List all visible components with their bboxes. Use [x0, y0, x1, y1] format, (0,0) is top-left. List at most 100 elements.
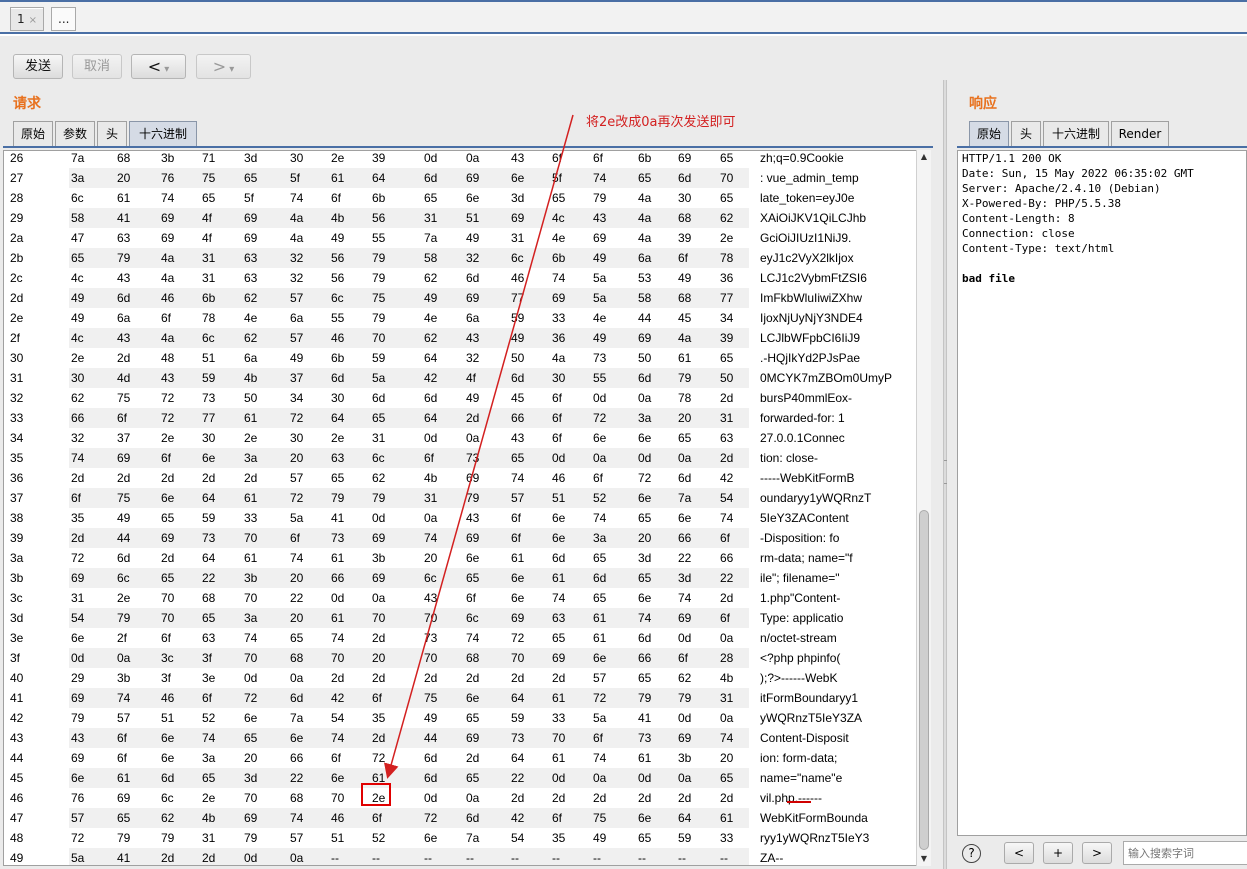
hex-byte[interactable]: 66 — [678, 531, 692, 545]
hex-byte[interactable]: 49 — [593, 251, 607, 265]
hex-byte[interactable]: 0d — [678, 711, 692, 725]
hex-byte[interactable]: 66 — [331, 571, 345, 585]
hex-byte[interactable]: 5a — [290, 511, 304, 525]
hex-byte[interactable]: 72 — [593, 411, 607, 425]
hex-byte[interactable]: 69 — [678, 611, 692, 625]
hex-byte[interactable]: 20 — [372, 651, 386, 665]
hex-byte[interactable]: 79 — [593, 191, 607, 205]
hex-byte[interactable]: 6e — [244, 711, 258, 725]
hex-byte[interactable]: 64 — [511, 691, 525, 705]
hex-byte[interactable]: 68 — [202, 591, 216, 605]
hex-byte[interactable]: 6c — [117, 571, 130, 585]
hex-byte[interactable]: 6e — [161, 491, 175, 505]
hex-byte[interactable]: 61 — [720, 811, 734, 825]
hex-byte[interactable]: 30 — [290, 151, 304, 165]
hex-byte[interactable]: 7a — [678, 491, 692, 505]
hex-byte[interactable]: 74 — [71, 451, 85, 465]
hex-byte[interactable]: 6f — [593, 151, 604, 165]
hex-byte[interactable]: 3a — [202, 751, 216, 765]
hex-byte[interactable]: 0a — [720, 711, 734, 725]
hex-row[interactable]: 30 2e 2d 48 51 6a 49 6b 59 64 32 50 4a 73 50 61 65 .-HQjI… — [4, 348, 914, 368]
hex-byte[interactable]: 6e — [638, 811, 652, 825]
hex-byte[interactable]: 65 — [638, 571, 652, 585]
hex-byte[interactable]: 2d — [161, 551, 175, 565]
hex-byte[interactable]: 74 — [466, 631, 480, 645]
hex-byte[interactable]: 0d — [71, 651, 85, 665]
hex-byte[interactable]: 49 — [593, 831, 607, 845]
tab-1[interactable]: 1 × — [10, 7, 45, 31]
hex-byte[interactable]: -- — [372, 851, 380, 865]
hex-byte[interactable]: 65 — [244, 731, 258, 745]
hex-byte[interactable]: 76 — [71, 791, 85, 805]
hex-byte[interactable]: 73 — [202, 391, 216, 405]
hex-row[interactable]: 46 76 69 6c 2e 70 68 70 2e 0d 0a 2d 2d 2d 2d 2d 2d vil.ph… — [4, 788, 914, 808]
hex-byte[interactable]: 49 — [71, 291, 85, 305]
hex-byte[interactable]: 70 — [244, 591, 258, 605]
hex-byte[interactable]: 6e — [161, 731, 175, 745]
hex-byte[interactable]: 28 — [720, 651, 734, 665]
hex-byte[interactable]: 6d — [466, 811, 480, 825]
hex-byte[interactable]: 3b — [678, 751, 692, 765]
hex-byte[interactable]: 6d — [424, 771, 438, 785]
hex-byte[interactable]: 69 — [161, 211, 175, 225]
hex-byte[interactable]: 2d — [71, 531, 85, 545]
hex-byte[interactable]: 70 — [372, 611, 386, 625]
hex-byte[interactable]: 3a — [638, 411, 652, 425]
hex-byte[interactable]: 6d — [117, 551, 131, 565]
hex-byte[interactable]: 54 — [511, 831, 525, 845]
hex-byte[interactable]: 65 — [638, 171, 652, 185]
hex-byte[interactable]: 42 — [331, 691, 345, 705]
hex-byte[interactable]: 79 — [372, 311, 386, 325]
hex-byte[interactable]: 31 — [511, 231, 525, 245]
hex-byte[interactable]: 74 — [593, 171, 607, 185]
hex-byte[interactable]: 61 — [511, 551, 525, 565]
hex-byte[interactable]: 3f — [202, 651, 213, 665]
hex-byte[interactable]: 58 — [424, 251, 438, 265]
hex-byte[interactable]: 22 — [290, 771, 304, 785]
hex-byte[interactable]: 79 — [117, 831, 131, 845]
hex-byte[interactable]: 51 — [161, 711, 175, 725]
hex-byte[interactable]: 69 — [511, 211, 525, 225]
hex-byte[interactable]: 31 — [424, 491, 438, 505]
hex-byte[interactable]: 61 — [552, 571, 566, 585]
hex-byte[interactable]: 6d — [424, 171, 438, 185]
hex-byte[interactable]: 0d — [552, 451, 566, 465]
hex-row[interactable]: 2e 49 6a 6f 78 4e 6a 55 79 4e 6a 59 33 4e 44 45 34 IjoxNj… — [4, 308, 914, 328]
hex-byte[interactable]: 69 — [466, 291, 480, 305]
hex-byte[interactable]: 74 — [202, 731, 216, 745]
hex-byte[interactable]: 20 — [424, 551, 438, 565]
hex-byte[interactable]: 6e — [552, 531, 566, 545]
scroll-up-icon[interactable]: ▲ — [920, 152, 928, 161]
hex-byte[interactable]: 2d — [117, 471, 131, 485]
hex-byte[interactable]: 70 — [244, 651, 258, 665]
hex-byte[interactable]: 69 — [466, 731, 480, 745]
hex-byte[interactable]: -- — [511, 851, 519, 865]
hex-byte[interactable]: 4e — [244, 311, 258, 325]
hex-byte[interactable]: 74 — [593, 751, 607, 765]
hex-byte[interactable]: 65 — [466, 771, 480, 785]
hex-byte[interactable]: 54 — [720, 491, 734, 505]
hex-byte[interactable]: 59 — [511, 711, 525, 725]
hex-byte[interactable]: 6b — [372, 191, 386, 205]
hex-byte[interactable]: 55 — [331, 311, 345, 325]
hex-byte[interactable]: 4b — [244, 371, 258, 385]
hex-byte[interactable]: 6f — [678, 651, 689, 665]
hex-byte[interactable]: 65 — [552, 631, 566, 645]
hex-byte[interactable]: -- — [424, 851, 432, 865]
hex-byte[interactable]: 7a — [290, 711, 304, 725]
hex-byte[interactable]: 6f — [552, 431, 563, 445]
hex-byte[interactable]: 61 — [117, 191, 131, 205]
hex-byte[interactable]: 6f — [552, 811, 563, 825]
hex-byte[interactable]: 6e — [71, 771, 85, 785]
hex-byte[interactable]: 57 — [290, 291, 304, 305]
hex-byte[interactable]: 35 — [71, 511, 85, 525]
hex-byte[interactable]: 61 — [552, 751, 566, 765]
hex-byte[interactable]: 68 — [290, 651, 304, 665]
hex-byte[interactable]: 68 — [117, 151, 131, 165]
hex-byte[interactable]: 3e — [202, 671, 216, 685]
hex-byte[interactable]: 65 — [71, 251, 85, 265]
hex-byte[interactable]: 0d — [372, 511, 386, 525]
hex-byte[interactable]: 62 — [161, 811, 175, 825]
hex-byte[interactable]: 57 — [511, 491, 525, 505]
hex-byte[interactable]: 0a — [593, 771, 607, 785]
